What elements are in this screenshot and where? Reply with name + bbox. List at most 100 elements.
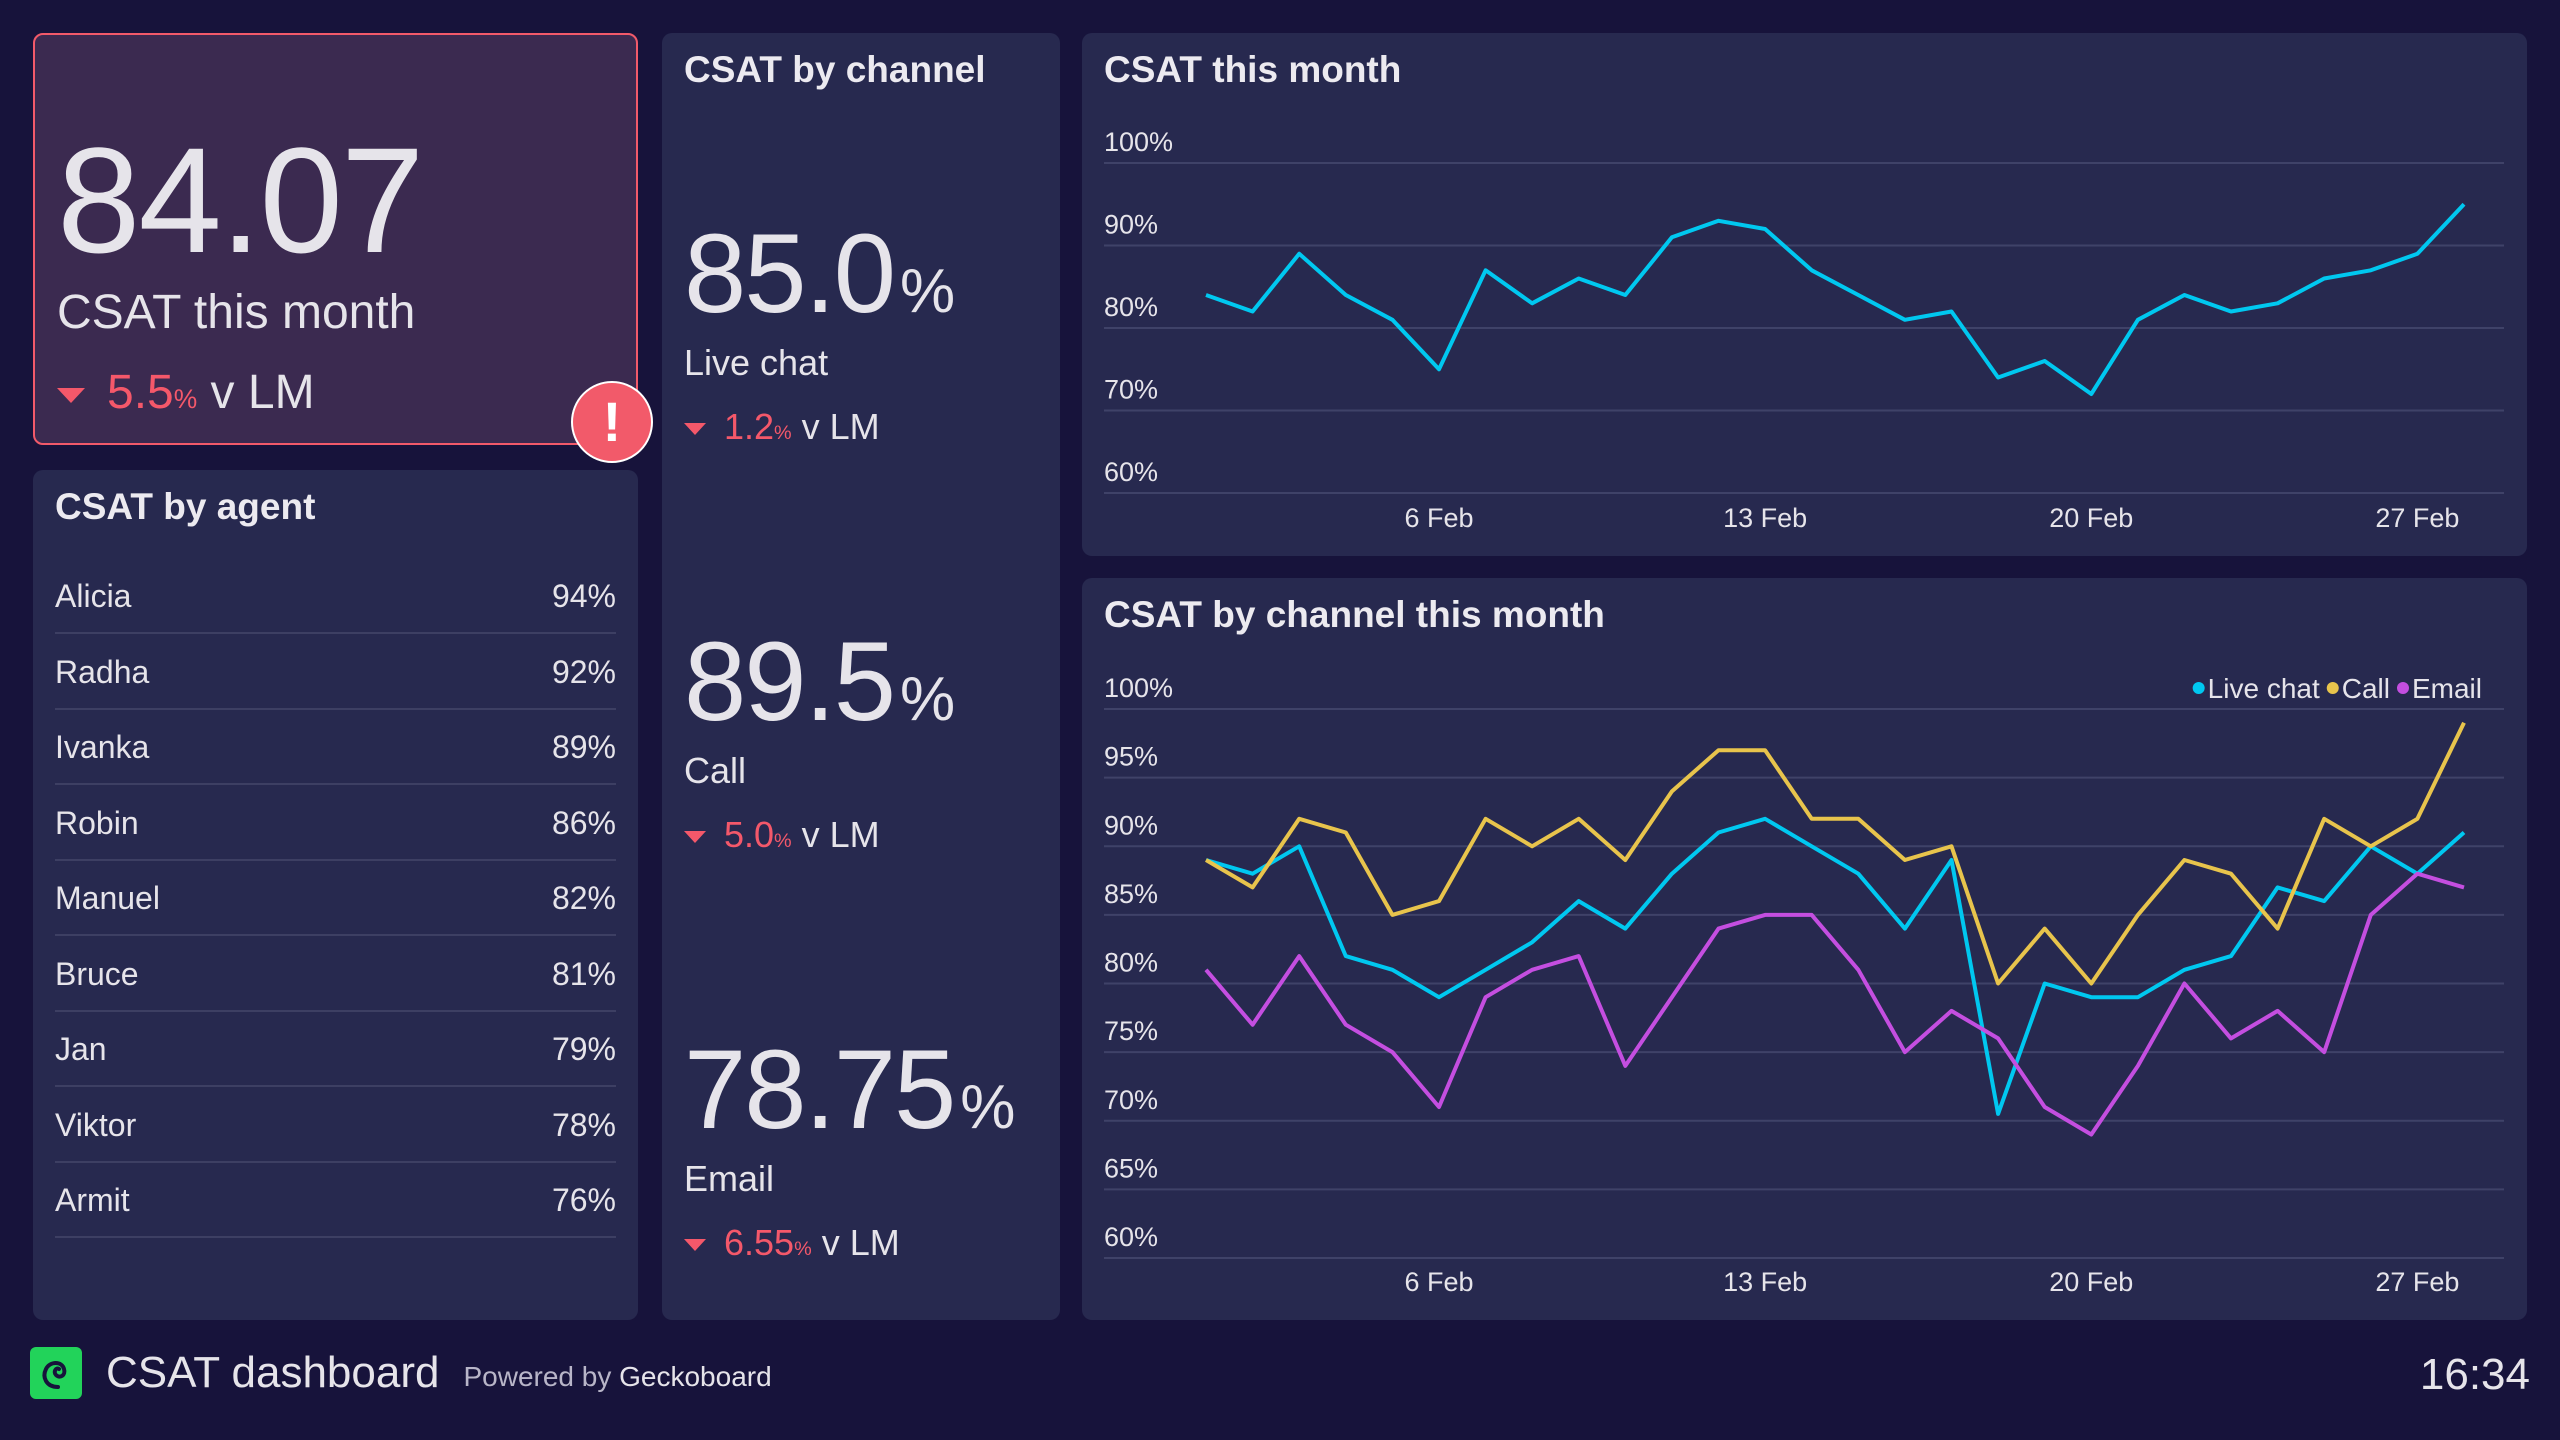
channel-name: Call xyxy=(684,750,747,791)
y-tick-label: 100% xyxy=(1104,673,1173,703)
channel-number: 89.5 xyxy=(684,619,896,744)
y-tick-label: 90% xyxy=(1104,810,1158,840)
table-row: Viktor 78% xyxy=(55,1087,616,1163)
csat-change: 5.5% v LM xyxy=(57,365,315,420)
agent-name: Robin xyxy=(55,804,139,841)
widget-title: CSAT by channel xyxy=(684,49,986,90)
channel-kpi: 78.75% Email 6.55% v LM xyxy=(684,1034,1015,1264)
table-row: Jan 79% xyxy=(55,1011,616,1087)
channel-name: Live chat xyxy=(684,342,829,383)
y-tick-label: 60% xyxy=(1104,1222,1158,1252)
footer: CSAT dashboard Powered by Geckoboard xyxy=(30,1345,772,1401)
channel-unit: % xyxy=(960,1073,1015,1142)
line-chart: 60% 65% 70% 75% 80% 85% 90% 95% 100% 6 Feb 13 Feb 2… xyxy=(1104,673,2504,1297)
down-arrow-icon xyxy=(684,423,706,436)
change-unit: % xyxy=(774,422,792,444)
x-tick-label: 27 Feb xyxy=(2375,1267,2459,1297)
channel-value: 89.5% xyxy=(684,626,955,738)
y-tick-label: 80% xyxy=(1104,292,1158,322)
csat-kpi-widget: 84.07 CSAT this month 5.5% v LM xyxy=(33,33,638,445)
channel-name: Email xyxy=(684,1158,775,1199)
x-tick-label: 27 Feb xyxy=(2375,503,2459,533)
change-suffix: v LM xyxy=(801,406,880,447)
exclamation-icon[interactable]: ! xyxy=(571,381,653,463)
change-suffix: v LM xyxy=(821,1222,900,1263)
change-suffix: v LM xyxy=(801,814,880,855)
down-arrow-icon xyxy=(684,831,706,844)
x-tick-label: 13 Feb xyxy=(1723,503,1807,533)
down-arrow-icon xyxy=(684,1239,706,1252)
legend-label: Live chat xyxy=(2208,673,2320,704)
csat-by-channel-chart: CSAT by channel this month 60% 65% 70% 75% 8… xyxy=(1082,578,2527,1320)
y-tick-label: 80% xyxy=(1104,948,1158,978)
legend-label: Email xyxy=(2412,673,2482,704)
series-line-call xyxy=(1204,721,2466,986)
table-row: Alicia 94% xyxy=(55,558,616,634)
agent-score: 76% xyxy=(551,1182,616,1218)
x-tick-label: 6 Feb xyxy=(1404,1267,1473,1297)
channel-number: 85.0 xyxy=(684,211,896,336)
agent-score: 78% xyxy=(551,1106,616,1143)
channel-unit: % xyxy=(899,665,955,734)
change-value: 1.2 xyxy=(724,406,775,447)
agent-name: Ivanka xyxy=(55,729,150,765)
channel-kpi: 85.0% Live chat 1.2% v LM xyxy=(684,218,955,448)
change-value: 5.5 xyxy=(107,366,174,419)
channel-change: 1.2% v LM xyxy=(684,406,953,448)
legend-marker xyxy=(2192,682,2205,694)
y-tick-label: 100% xyxy=(1104,127,1173,157)
y-tick-label: 90% xyxy=(1104,210,1158,240)
y-tick-label: 65% xyxy=(1104,1153,1158,1183)
down-arrow-icon xyxy=(57,387,85,403)
csat-value: 84.07 xyxy=(57,116,424,284)
chart-title: CSAT by channel this month xyxy=(1104,594,1605,635)
y-tick-label: 95% xyxy=(1104,742,1158,772)
channel-kpi: 89.5% Call 5.0% v LM xyxy=(684,626,955,856)
agent-score: 81% xyxy=(551,955,616,992)
channel-change: 6.55% v LM xyxy=(684,1222,1013,1264)
powered-by: Powered by Geckoboard xyxy=(463,1361,771,1393)
x-tick-label: 20 Feb xyxy=(2049,503,2133,533)
widget-title: CSAT by agent xyxy=(55,486,316,527)
agent-score: 94% xyxy=(551,578,616,614)
agent-name: Manuel xyxy=(55,880,160,916)
legend-marker xyxy=(2396,682,2409,694)
clock: 16:34 xyxy=(2419,1350,2530,1399)
change-value: 6.55 xyxy=(724,1222,795,1263)
y-tick-label: 60% xyxy=(1104,457,1158,487)
agent-score: 86% xyxy=(551,804,616,841)
y-tick-label: 85% xyxy=(1104,879,1158,909)
agent-score: 82% xyxy=(551,880,616,916)
agent-name: Jan xyxy=(55,1031,107,1067)
legend-marker xyxy=(2326,682,2339,694)
change-suffix: v LM xyxy=(210,366,315,419)
agent-name: Radha xyxy=(55,653,150,690)
table-row: Radha 92% xyxy=(55,634,616,710)
csat-by-channel-widget: CSAT by channel 85.0% Live chat 1.2% v L… xyxy=(662,33,1060,1320)
powered-brand: Geckoboard xyxy=(619,1361,772,1392)
legend-label: Call xyxy=(2342,673,2390,704)
channel-value: 85.0% xyxy=(684,218,955,330)
geckoboard-logo-icon xyxy=(30,1347,82,1399)
agent-name: Bruce xyxy=(55,955,139,992)
x-tick-label: 6 Feb xyxy=(1404,503,1473,533)
agent-name: Viktor xyxy=(55,1106,137,1143)
agent-name: Armit xyxy=(55,1182,130,1218)
table-row: Armit 76% xyxy=(55,1162,616,1238)
table-row: Bruce 81% xyxy=(55,936,616,1012)
change-unit: % xyxy=(794,1238,812,1260)
agent-score: 89% xyxy=(551,729,616,765)
csat-by-agent-widget: CSAT by agent Alicia 94% Radha 92% Ivanka 89%… xyxy=(33,470,638,1320)
channel-number: 78.75 xyxy=(684,1027,956,1152)
series-line-email xyxy=(1204,871,2465,1137)
csat-this-month-chart: CSAT this month 60% 70% 80% 90% 100% 6 Feb 13 … xyxy=(1082,33,2527,556)
series-line-live-chat xyxy=(1205,816,2466,1116)
y-tick-label: 75% xyxy=(1104,1016,1158,1046)
dashboard-title: CSAT dashboard xyxy=(106,1348,440,1397)
change-unit: % xyxy=(173,384,198,414)
csat-label: CSAT this month xyxy=(57,286,416,339)
table-row: Manuel 82% xyxy=(55,860,616,936)
agent-score: 79% xyxy=(551,1031,616,1067)
channel-unit: % xyxy=(899,257,955,326)
x-tick-label: 13 Feb xyxy=(1723,1267,1807,1297)
